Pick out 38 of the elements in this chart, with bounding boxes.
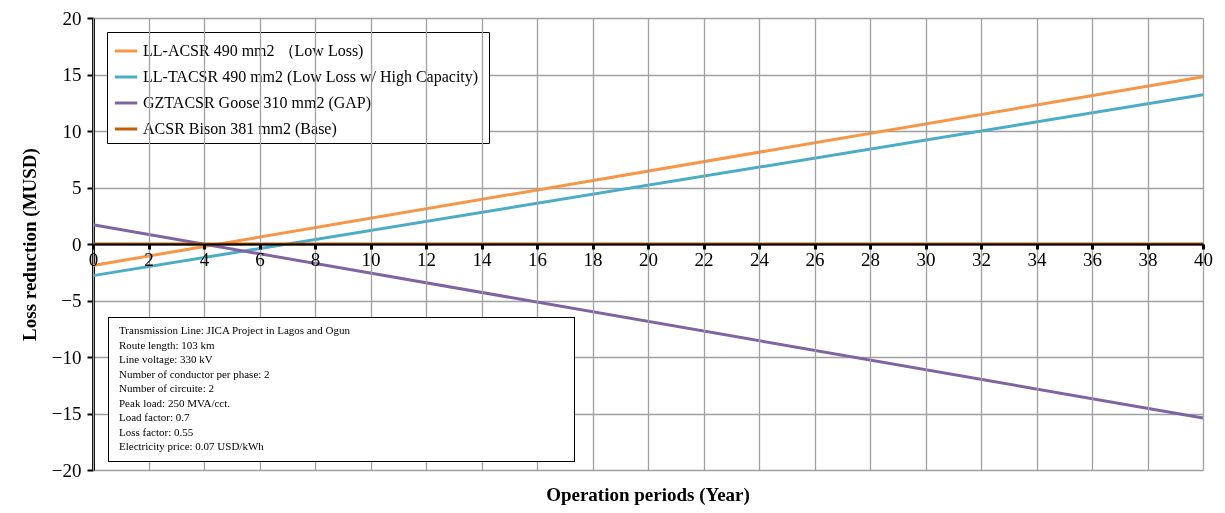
x-tick-label: 20 <box>639 248 658 270</box>
x-tick-label: 6 <box>255 248 265 270</box>
x-tick-label: 34 <box>1027 248 1047 270</box>
y-tick-label: −5 <box>61 290 82 311</box>
y-axis-title: Loss reduction (MUSD) <box>18 148 41 341</box>
x-tick-label: 40 <box>1194 248 1213 270</box>
x-tick-label: 12 <box>417 248 436 270</box>
annotation: Loss factor: 0.55 <box>119 424 195 439</box>
x-tick-label: 24 <box>750 248 770 270</box>
x-tick-label: 10 <box>361 248 381 270</box>
annotation: Peak load: 250 MVA/cct. <box>119 395 231 410</box>
annotation: Number of conductor per phase: 2 <box>119 366 271 381</box>
x-tick-label: 32 <box>972 248 991 270</box>
x-axis-title: Operation periods (Year) <box>546 484 750 506</box>
y-tick-label: −10 <box>51 346 82 368</box>
annotation: Number of circuite: 2 <box>119 381 215 396</box>
x-tick-label: 36 <box>1083 248 1102 270</box>
x-tick-label: 28 <box>861 248 880 270</box>
y-tick-label: 5 <box>72 177 82 198</box>
x-tick-label: 38 <box>1138 248 1158 270</box>
annotation: Electricity price: 0.07 USD/kWh <box>119 439 265 454</box>
x-tick-label: 14 <box>472 248 492 270</box>
annotation: Line voltage: 330 kV <box>119 352 214 367</box>
y-tick-label: −15 <box>51 403 82 424</box>
annotation: Transmission Line: JICA Project in Lagos and Ogun <box>119 323 351 338</box>
x-tick-label: 30 <box>916 248 936 270</box>
y-tick-label: −20 <box>51 459 82 481</box>
x-tick-label: 16 <box>528 248 547 270</box>
y-tick-label: 0 <box>72 233 82 255</box>
annotation: Route length: 103 km <box>119 337 216 352</box>
y-tick-label: 15 <box>62 64 82 85</box>
y-tick-label: 20 <box>62 7 82 29</box>
x-tick-label: 18 <box>583 248 603 270</box>
y-tick-label: 10 <box>62 120 82 142</box>
x-tick-label: 26 <box>805 248 825 270</box>
annotation: Load factor: 0.7 <box>119 410 191 425</box>
legend-label: GZTACSR Goose 310 mm2 (GAP) <box>143 94 372 112</box>
x-tick-label: 22 <box>694 248 714 270</box>
